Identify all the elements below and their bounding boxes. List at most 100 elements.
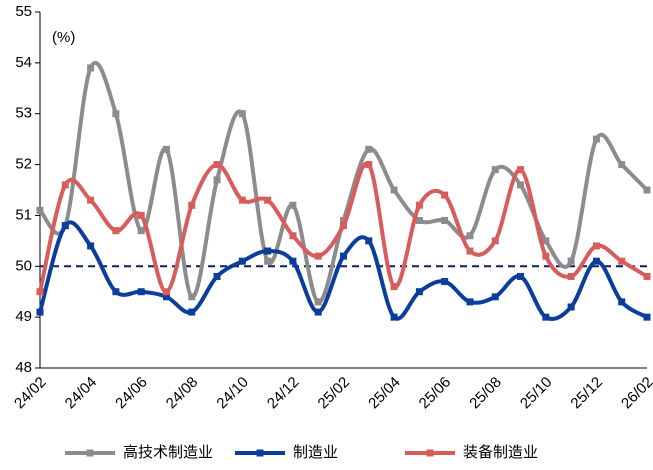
point-marker	[289, 257, 297, 265]
point-marker	[441, 278, 449, 286]
point-marker	[365, 145, 373, 153]
x-tick-label: 24/08	[163, 374, 202, 413]
x-tick-label: 24/02	[11, 374, 50, 413]
point-marker	[415, 201, 423, 209]
point-marker	[188, 201, 196, 209]
point-marker	[618, 257, 626, 265]
point-marker	[314, 308, 322, 316]
point-marker	[188, 293, 196, 301]
y-tick-label: 53	[15, 105, 32, 122]
y-tick-label: 51	[15, 206, 32, 223]
point-marker	[36, 206, 44, 214]
point-marker	[36, 308, 44, 316]
point-marker	[289, 232, 297, 240]
point-marker	[87, 242, 95, 250]
point-marker	[213, 161, 221, 169]
legend-label: 制造业	[293, 444, 338, 461]
point-marker	[340, 252, 347, 260]
point-marker	[112, 110, 120, 118]
point-marker	[238, 257, 246, 265]
point-marker	[213, 272, 221, 280]
point-marker	[567, 272, 575, 280]
point-marker	[340, 217, 347, 225]
unit-annotation: (%)	[52, 29, 75, 46]
legend-item: 装备制造业	[405, 444, 538, 461]
y-tick-label: 55	[15, 3, 32, 20]
point-marker	[542, 237, 550, 245]
y-tick-label: 52	[15, 156, 32, 173]
x-tick-label: 25/02	[315, 374, 354, 413]
point-marker	[643, 186, 651, 194]
point-marker	[441, 217, 449, 225]
point-marker	[542, 313, 550, 321]
point-marker	[36, 288, 44, 296]
point-marker	[491, 293, 499, 301]
point-marker	[643, 272, 651, 280]
point-marker	[340, 222, 347, 230]
x-tick-label: 25/04	[365, 374, 404, 413]
point-marker	[466, 298, 474, 306]
point-marker	[314, 298, 322, 306]
y-tick-label: 54	[15, 54, 32, 71]
point-marker	[137, 211, 145, 219]
point-marker	[87, 64, 95, 72]
point-marker	[264, 257, 272, 265]
y-tick-label: 50	[15, 257, 32, 274]
x-tick-label: 25/08	[466, 374, 505, 413]
y-tick-label: 48	[15, 359, 32, 376]
point-marker	[592, 257, 600, 265]
point-marker	[592, 242, 600, 250]
point-marker	[238, 110, 246, 118]
legend-item: 制造业	[235, 444, 338, 461]
legend-marker	[426, 449, 434, 457]
point-marker	[390, 186, 398, 194]
point-marker	[162, 293, 170, 301]
point-marker	[618, 161, 626, 169]
point-marker	[390, 283, 398, 291]
point-marker	[592, 135, 600, 143]
x-tick-label: 24/10	[213, 374, 252, 413]
point-marker	[365, 161, 373, 169]
point-marker	[112, 227, 120, 235]
x-tick-label: 24/06	[112, 374, 151, 413]
point-marker	[162, 288, 170, 296]
point-marker	[491, 166, 499, 174]
point-marker	[289, 201, 297, 209]
x-tick-label: 25/10	[517, 374, 556, 413]
legend-item: 高技术制造业	[65, 444, 213, 461]
point-marker	[137, 227, 145, 235]
legend-label: 高技术制造业	[123, 444, 213, 461]
y-tick-label: 49	[15, 308, 32, 325]
x-tick-label: 26/02	[618, 374, 653, 413]
legend-marker	[256, 449, 264, 457]
point-marker	[441, 191, 449, 199]
point-marker	[188, 308, 196, 316]
point-marker	[491, 237, 499, 245]
point-marker	[213, 176, 221, 184]
point-marker	[415, 288, 423, 296]
point-marker	[618, 298, 626, 306]
point-marker	[264, 196, 272, 204]
point-marker	[517, 272, 525, 280]
legend-marker	[86, 449, 94, 457]
point-marker	[162, 145, 170, 153]
point-marker	[87, 196, 95, 204]
point-marker	[238, 196, 246, 204]
point-marker	[390, 313, 398, 321]
point-marker	[137, 288, 145, 296]
point-marker	[542, 252, 550, 260]
x-tick-label: 24/04	[62, 374, 101, 413]
legend-label: 装备制造业	[463, 444, 538, 461]
x-tick-label: 24/12	[264, 374, 303, 413]
point-marker	[112, 288, 120, 296]
point-marker	[365, 237, 373, 245]
point-marker	[517, 181, 525, 189]
point-marker	[466, 232, 474, 240]
point-marker	[643, 313, 651, 321]
point-marker	[61, 181, 69, 189]
point-marker	[314, 252, 322, 260]
point-marker	[61, 222, 69, 230]
point-marker	[466, 247, 474, 255]
x-tick-label: 25/12	[567, 374, 606, 413]
